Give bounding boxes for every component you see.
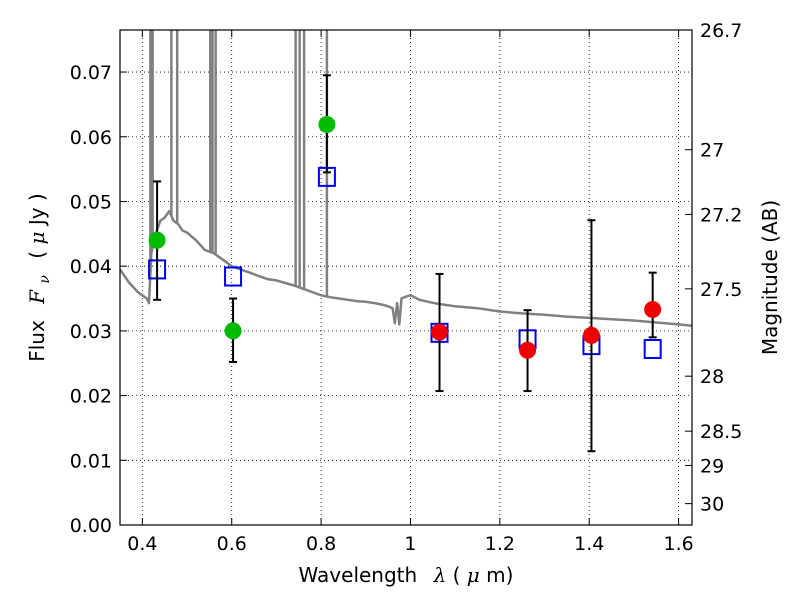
observed-flux-point — [644, 301, 662, 319]
x-tick-label: 1 — [404, 533, 416, 555]
ticks: 0.4 0.6 0.8 1 1.2 1.4 1.6 0.00 0.01 0.02 0.03 0.04 0… — [70, 20, 743, 555]
spectrum-line — [120, 209, 692, 327]
y-tick-label: 0.00 — [70, 515, 112, 537]
right-tick-label: 29 — [700, 455, 724, 477]
observed-flux-point — [224, 322, 242, 340]
right-tick-label: 26.7 — [700, 20, 742, 42]
x-tick-label: 1.4 — [574, 533, 604, 555]
x-tick-label: 1.2 — [485, 533, 515, 555]
observed-flux-point — [519, 341, 537, 359]
x-tick-label: 1.6 — [663, 533, 693, 555]
y-title-symbol: F — [25, 289, 49, 305]
x-axis-title: Wavelength λ ( μ m) — [299, 563, 514, 587]
right-tick-label: 27.2 — [700, 204, 742, 226]
x-title-unit-open: ( — [453, 563, 461, 587]
right-tick-label: 28.5 — [700, 421, 742, 443]
observed-flux-point — [148, 231, 166, 249]
y-title-unit-open: ( — [25, 245, 49, 259]
plot-frame — [119, 29, 693, 526]
x-title-prefix: Wavelength — [299, 563, 418, 587]
right-tick-label: 30 — [700, 494, 724, 516]
model-spectrum — [120, 30, 692, 327]
y-tick-label: 0.05 — [70, 191, 112, 213]
y-tick-label: 0.01 — [70, 450, 112, 472]
right-tick-label: 28 — [700, 366, 724, 388]
y-title-subscript: ν — [37, 275, 53, 284]
y-axis-title: Flux F ν ( μ Jy ) — [25, 193, 54, 362]
y-tick-label: 0.07 — [70, 62, 112, 84]
x-title-unit-rest: m) — [486, 563, 513, 587]
x-tick-label: 0.8 — [306, 533, 336, 555]
y-tick-label: 0.02 — [70, 386, 112, 408]
x-tick-label: 0.4 — [127, 533, 157, 555]
y-title-unit-mu: μ — [25, 232, 49, 245]
grid — [120, 30, 692, 526]
right-axis-title: Magnitude (AB) — [758, 200, 782, 355]
y-tick-label: 0.03 — [70, 321, 112, 343]
model-flux-square — [643, 339, 662, 359]
right-tick-label: 27.5 — [700, 279, 742, 301]
y-tick-label: 0.04 — [70, 256, 112, 278]
data-points — [148, 74, 662, 453]
right-tick-label: 27 — [700, 140, 724, 162]
x-title-unit-mu: μ — [467, 563, 480, 587]
observed-flux-point — [318, 115, 336, 133]
y-title-unit-rest: Jy ) — [25, 193, 49, 227]
observed-flux-point — [582, 326, 600, 344]
model-flux-square — [224, 266, 243, 287]
x-tick-label: 0.6 — [217, 533, 247, 555]
y-title-prefix: Flux — [25, 320, 49, 362]
observed-flux-point — [431, 323, 449, 341]
x-title-symbol: λ — [433, 563, 447, 587]
y-tick-label: 0.06 — [70, 127, 112, 149]
